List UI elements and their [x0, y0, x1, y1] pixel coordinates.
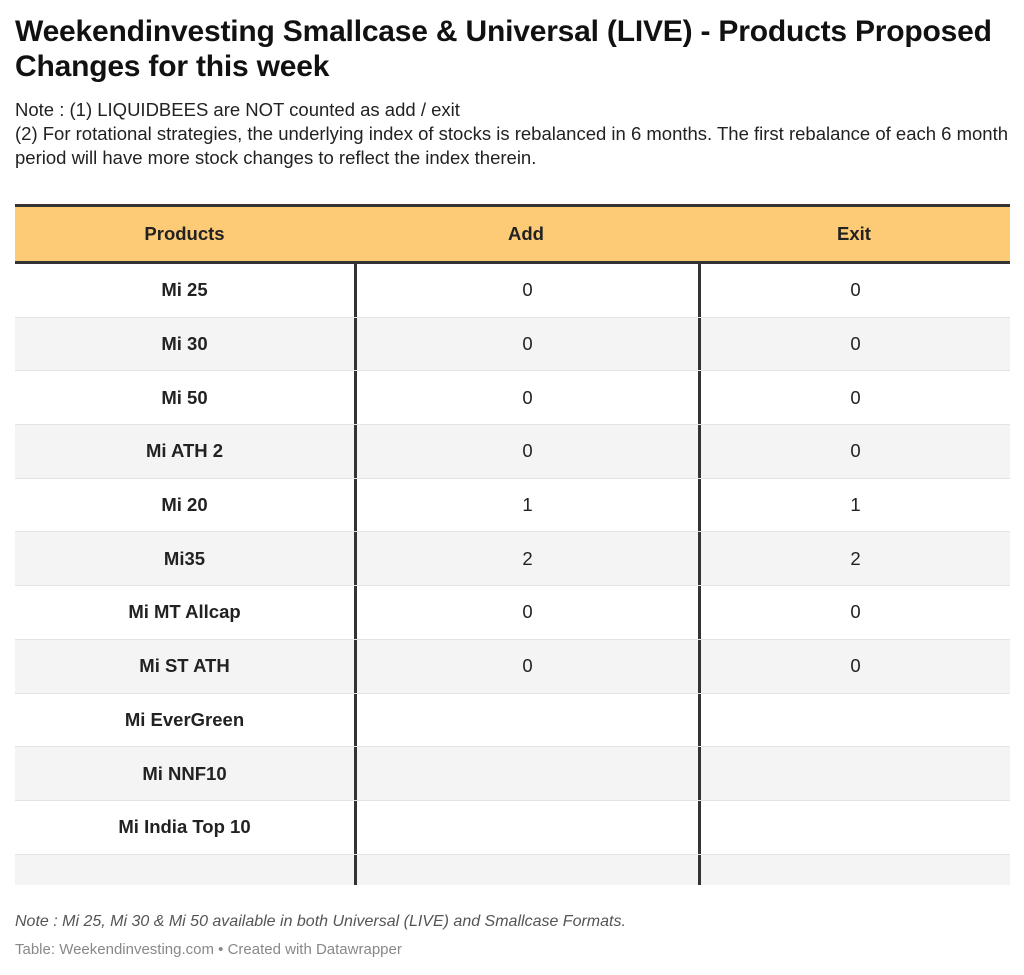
cell-add: 0	[354, 317, 698, 371]
cell-add: 0	[354, 639, 698, 693]
cell-exit	[698, 693, 1010, 747]
table-row: Mi EverGreen	[15, 693, 1010, 748]
notes: Note : (1) LIQUIDBEES are NOT counted as…	[15, 98, 1010, 170]
note-line-2: (2) For rotational strategies, the under…	[15, 123, 1009, 168]
cell-add: 0	[354, 586, 698, 639]
table-row: Mi 30 0 0	[15, 317, 1010, 372]
cell-product: Mi MT Allcap	[128, 601, 241, 623]
cell-add	[354, 747, 698, 800]
table-row: Mi India Top 10	[15, 800, 1010, 855]
table-row: Mi 25 0 0	[15, 264, 1010, 318]
table-row: Mi NNF10	[15, 747, 1010, 801]
cell-exit: 0	[698, 317, 1010, 371]
cell-add: 0	[354, 371, 698, 425]
table-row-empty	[15, 854, 1010, 885]
table-row: Mi 50 0 0	[15, 371, 1010, 426]
source-credit: Table: Weekendinvesting.com • Created wi…	[15, 941, 402, 958]
cell-exit: 1	[698, 478, 1010, 532]
page-title: Weekendinvesting Smallcase & Universal (…	[15, 15, 992, 83]
cell-product: Mi EverGreen	[124, 708, 245, 730]
cell-exit-empty	[698, 854, 1010, 885]
header-exit: Exit	[837, 223, 871, 244]
table-row: Mi35 2 2	[15, 532, 1010, 587]
table-header: Products Add Exit	[15, 204, 1010, 264]
cell-exit: 0	[698, 425, 1010, 478]
cell-exit	[698, 800, 1010, 854]
header-block: Weekendinvesting Smallcase & Universal (…	[15, 14, 1010, 170]
cell-add: 0	[354, 425, 698, 478]
note-line-1: Note : (1) LIQUIDBEES are NOT counted as…	[15, 99, 460, 120]
cell-exit: 0	[698, 371, 1010, 425]
table-row: Mi MT Allcap 0 0	[15, 586, 1010, 640]
cell-add	[354, 693, 698, 747]
footnote: Note : Mi 25, Mi 30 & Mi 50 available in…	[15, 913, 626, 930]
products-table: Products Add Exit Mi 25 0 0 Mi 30 0 0 Mi…	[15, 204, 1010, 885]
table-row: Mi ATH 2 0 0	[15, 425, 1010, 479]
table-row: Mi 20 1 1	[15, 478, 1010, 533]
table-row: Mi ST ATH 0 0	[15, 639, 1010, 694]
cell-add: 1	[354, 478, 698, 532]
cell-product: Mi 50	[161, 386, 208, 408]
table-body: Mi 25 0 0 Mi 30 0 0 Mi 50 0 0 Mi ATH 2 0…	[15, 264, 1010, 885]
cell-exit: 0	[698, 264, 1010, 317]
cell-product: Mi35	[163, 547, 206, 569]
cell-product: Mi NNF10	[142, 762, 227, 784]
cell-add	[354, 800, 698, 854]
cell-product: Mi ATH 2	[145, 440, 224, 462]
cell-exit: 0	[698, 586, 1010, 639]
cell-add-empty	[354, 854, 698, 885]
header-add: Add	[508, 223, 544, 244]
cell-product-empty	[15, 855, 354, 885]
cell-exit	[698, 747, 1010, 800]
cell-product: Mi India Top 10	[118, 816, 251, 838]
cell-product: Mi 25	[161, 279, 208, 301]
cell-product: Mi 20	[161, 494, 208, 516]
cell-exit: 0	[698, 639, 1010, 693]
cell-add: 2	[354, 532, 698, 586]
cell-exit: 2	[698, 532, 1010, 586]
cell-product: Mi 30	[161, 333, 208, 355]
cell-product: Mi ST ATH	[139, 655, 230, 677]
header-products: Products	[144, 223, 225, 244]
cell-add: 0	[354, 264, 698, 317]
